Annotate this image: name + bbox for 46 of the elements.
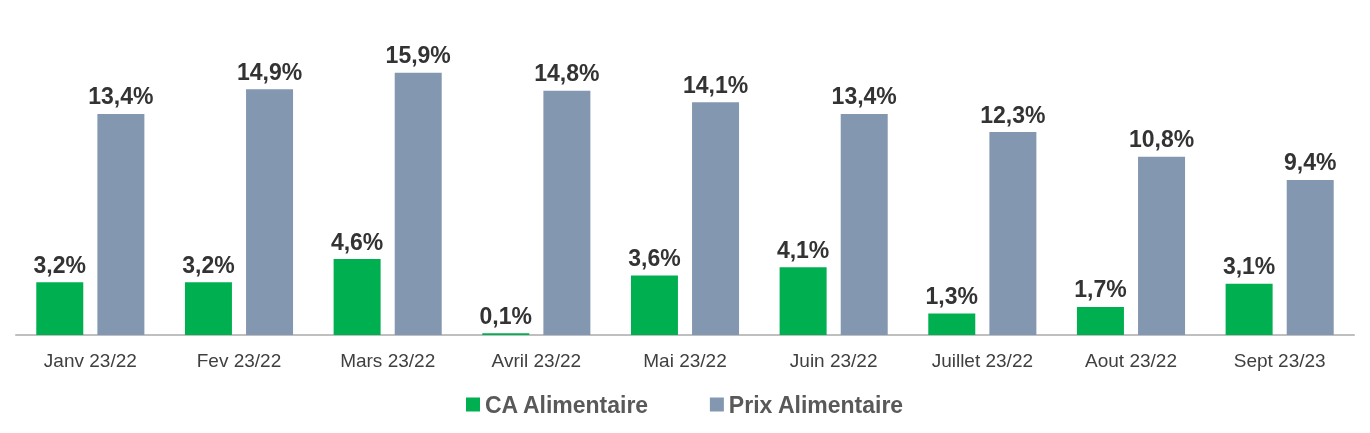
data-label: 12,3% — [980, 101, 1046, 128]
bar — [246, 89, 294, 335]
bar — [543, 90, 591, 335]
bar — [1138, 156, 1186, 335]
bar — [1076, 306, 1124, 335]
data-label: 1,7% — [1074, 276, 1127, 303]
x-tick-label: Avril 23/22 — [491, 350, 582, 371]
bar — [630, 275, 678, 335]
bar — [36, 282, 84, 335]
bar — [840, 113, 888, 335]
bar — [989, 132, 1037, 335]
x-tick-label: Aout 23/22 — [1085, 350, 1177, 371]
data-label: 14,9% — [236, 58, 303, 85]
data-label: 4,1% — [776, 236, 830, 263]
data-label: 14,8% — [534, 60, 600, 87]
bar — [333, 259, 381, 335]
data-label: 3,2% — [182, 251, 235, 278]
legend-label: CA Alimentaire — [485, 391, 649, 418]
x-tick-label: Janv 23/22 — [43, 350, 137, 371]
data-label: 15,9% — [385, 42, 451, 69]
bar — [1286, 179, 1334, 335]
bar — [928, 313, 976, 335]
bar — [97, 113, 145, 335]
data-label: 13,4% — [831, 83, 897, 110]
x-tick-label: Mai 23/22 — [643, 350, 727, 371]
x-tick-label: Juillet 23/22 — [931, 350, 1034, 371]
data-label: 1,3% — [925, 283, 978, 310]
bar — [779, 267, 827, 335]
data-label: 3,1% — [1222, 253, 1276, 280]
bar — [692, 102, 740, 335]
data-label: 0,1% — [479, 302, 532, 329]
bar — [1225, 283, 1273, 335]
x-tick-label: Sept 23/23 — [1233, 350, 1326, 371]
legend-label: Prix Alimentaire — [728, 391, 904, 418]
bar — [394, 72, 442, 335]
data-label: 14,1% — [682, 71, 749, 98]
data-label: 3,6% — [628, 245, 681, 272]
data-label: 9,4% — [1284, 149, 1337, 176]
x-tick-label: Fev 23/22 — [196, 350, 282, 371]
data-label: 10,8% — [1128, 126, 1195, 153]
x-tick-label: Juin 23/22 — [789, 350, 878, 371]
data-label: 4,6% — [330, 228, 384, 255]
data-label: 3,2% — [33, 251, 86, 278]
x-tick-label: Mars 23/22 — [340, 350, 436, 371]
data-label: 13,4% — [88, 83, 154, 110]
bar — [184, 282, 232, 335]
